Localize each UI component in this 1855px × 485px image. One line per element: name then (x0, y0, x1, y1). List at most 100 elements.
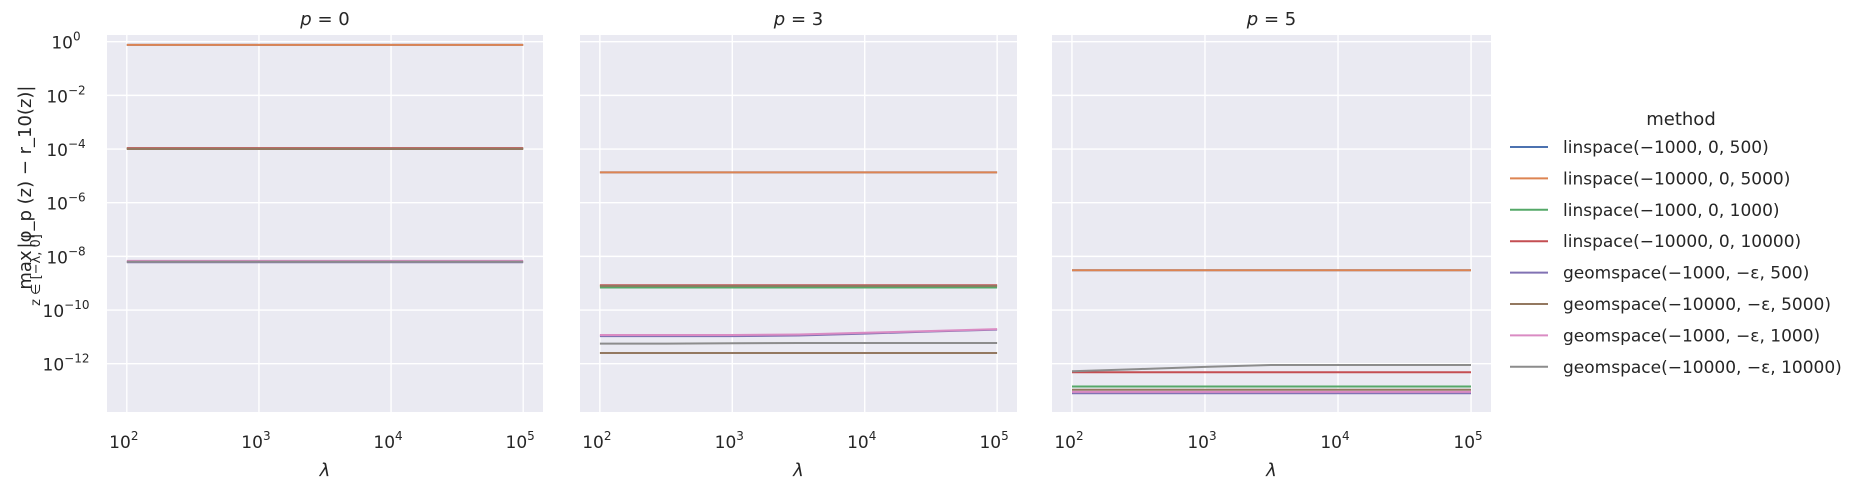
x-tick-label: 103 (715, 429, 744, 453)
y-axis-label-sub: z ∈ [−λ, 0] (29, 234, 44, 306)
legend: method linspace(−1000, 0, 500) linspace(−… (1510, 109, 1842, 378)
plot-area-background (107, 35, 543, 412)
x-tick-label: 105 (1453, 429, 1482, 453)
y-tick-base: 10 (51, 34, 73, 54)
x-tick-label: 104 (1320, 429, 1349, 453)
y-tick-label: 10−8 (46, 244, 85, 268)
x-tick-base: 10 (506, 433, 528, 453)
x-tick-exp: 4 (395, 429, 403, 443)
x-axis-label: λ (1265, 460, 1277, 481)
x-tick-exp: 3 (736, 429, 744, 443)
x-axis-label: λ (792, 460, 804, 481)
x-tick-base: 10 (847, 433, 869, 453)
plot-area-background (1052, 35, 1491, 412)
legend-label: geomspace(−1000, −ε, 1000) (1563, 326, 1820, 346)
legend-label: linspace(−1000, 0, 1000) (1563, 201, 1780, 221)
x-tick-label: 104 (373, 429, 402, 453)
y-axis-label: max z ∈ [−λ, 0] |φ_p (z) − r_10(z)| (15, 86, 44, 306)
legend-label: linspace(−1000, 0, 500) (1563, 138, 1769, 158)
y-tick-exp: 0 (73, 30, 81, 44)
y-tick-base: 10 (46, 248, 68, 268)
panel-title-var: p (1246, 9, 1258, 30)
y-tick-exp: −10 (64, 298, 89, 312)
x-tick-label: 103 (241, 429, 270, 453)
x-tick-base: 10 (715, 433, 737, 453)
x-tick-label: 102 (582, 429, 611, 453)
panel-title: p = 3 (773, 9, 823, 30)
panel-title: p = 5 (1246, 9, 1296, 30)
panel-title-eq: = 5 (1258, 9, 1296, 30)
panel-title-var: p (773, 9, 785, 30)
panel-title: p = 0 (299, 9, 349, 30)
x-tick-exp: 2 (604, 429, 612, 443)
x-tick-exp: 4 (1342, 429, 1350, 443)
legend-label: linspace(−10000, 0, 10000) (1563, 232, 1801, 252)
x-tick-base: 10 (979, 433, 1001, 453)
x-tick-label: 102 (109, 429, 138, 453)
y-tick-label: 10−4 (46, 137, 85, 161)
x-tick-base: 10 (109, 433, 131, 453)
x-tick-exp: 4 (869, 429, 877, 443)
x-tick-label: 105 (506, 429, 535, 453)
x-tick-base: 10 (1453, 433, 1475, 453)
x-tick-label: 103 (1187, 429, 1216, 453)
x-tick-exp: 3 (263, 429, 271, 443)
legend-entry-0: linspace(−1000, 0, 500) (1510, 138, 1769, 158)
y-tick-base: 10 (46, 87, 68, 107)
x-tick-base: 10 (1320, 433, 1342, 453)
legend-entry-6: geomspace(−1000, −ε, 1000) (1510, 326, 1820, 346)
panel-title-eq: = 0 (312, 9, 350, 30)
plot-area-background (580, 35, 1017, 412)
y-tick-exp: −12 (64, 352, 89, 366)
y-tick-base: 10 (43, 356, 65, 376)
legend-entry-5: geomspace(−10000, −ε, 5000) (1510, 295, 1831, 315)
x-tick-base: 10 (373, 433, 395, 453)
x-tick-base: 10 (1187, 433, 1209, 453)
panel-title-eq: = 3 (785, 9, 823, 30)
y-tick-base: 10 (46, 141, 68, 161)
series-line-7 (1071, 364, 1471, 373)
y-tick-base: 10 (43, 302, 65, 322)
panel-title-var: p (299, 9, 311, 30)
x-axis-label: λ (319, 460, 331, 481)
legend-title: method (1646, 109, 1716, 130)
x-tick-label: 102 (1054, 429, 1083, 453)
y-tick-label: 10−2 (46, 83, 85, 107)
y-tick-base: 10 (46, 195, 68, 215)
legend-entry-7: geomspace(−10000, −ε, 10000) (1510, 358, 1842, 378)
x-tick-exp: 5 (1475, 429, 1483, 443)
legend-entry-1: linspace(−10000, 0, 5000) (1510, 169, 1790, 189)
legend-entry-2: linspace(−1000, 0, 1000) (1510, 201, 1780, 221)
y-axis-label-expr: |φ_p (z) − r_10(z)| (15, 86, 36, 249)
series-line-6 (599, 328, 998, 336)
x-tick-base: 10 (1054, 433, 1076, 453)
x-tick-exp: 5 (527, 429, 535, 443)
x-tick-exp: 3 (1209, 429, 1217, 443)
series-line-7 (599, 342, 998, 345)
legend-entry-3: linspace(−10000, 0, 10000) (1510, 232, 1801, 252)
legend-label: geomspace(−10000, −ε, 10000) (1563, 358, 1842, 378)
legend-label: geomspace(−10000, −ε, 5000) (1563, 295, 1831, 315)
y-axis-label-main: max (15, 250, 36, 290)
x-tick-exp: 2 (1076, 429, 1084, 443)
x-tick-base: 10 (241, 433, 263, 453)
y-tick-label: 10−10 (43, 298, 90, 322)
x-tick-exp: 2 (131, 429, 139, 443)
y-tick-label: 10−12 (43, 352, 90, 376)
x-tick-exp: 5 (1001, 429, 1009, 443)
y-tick-exp: −2 (68, 83, 86, 97)
x-tick-label: 105 (979, 429, 1008, 453)
x-tick-label: 104 (847, 429, 876, 453)
y-tick-label: 10−6 (46, 191, 85, 215)
y-tick-exp: −8 (68, 244, 86, 258)
legend-label: linspace(−10000, 0, 5000) (1563, 169, 1790, 189)
y-tick-exp: −4 (68, 137, 86, 151)
y-tick-label: 100 (51, 30, 80, 54)
x-tick-base: 10 (582, 433, 604, 453)
legend-label: geomspace(−1000, −ε, 500) (1563, 264, 1809, 284)
